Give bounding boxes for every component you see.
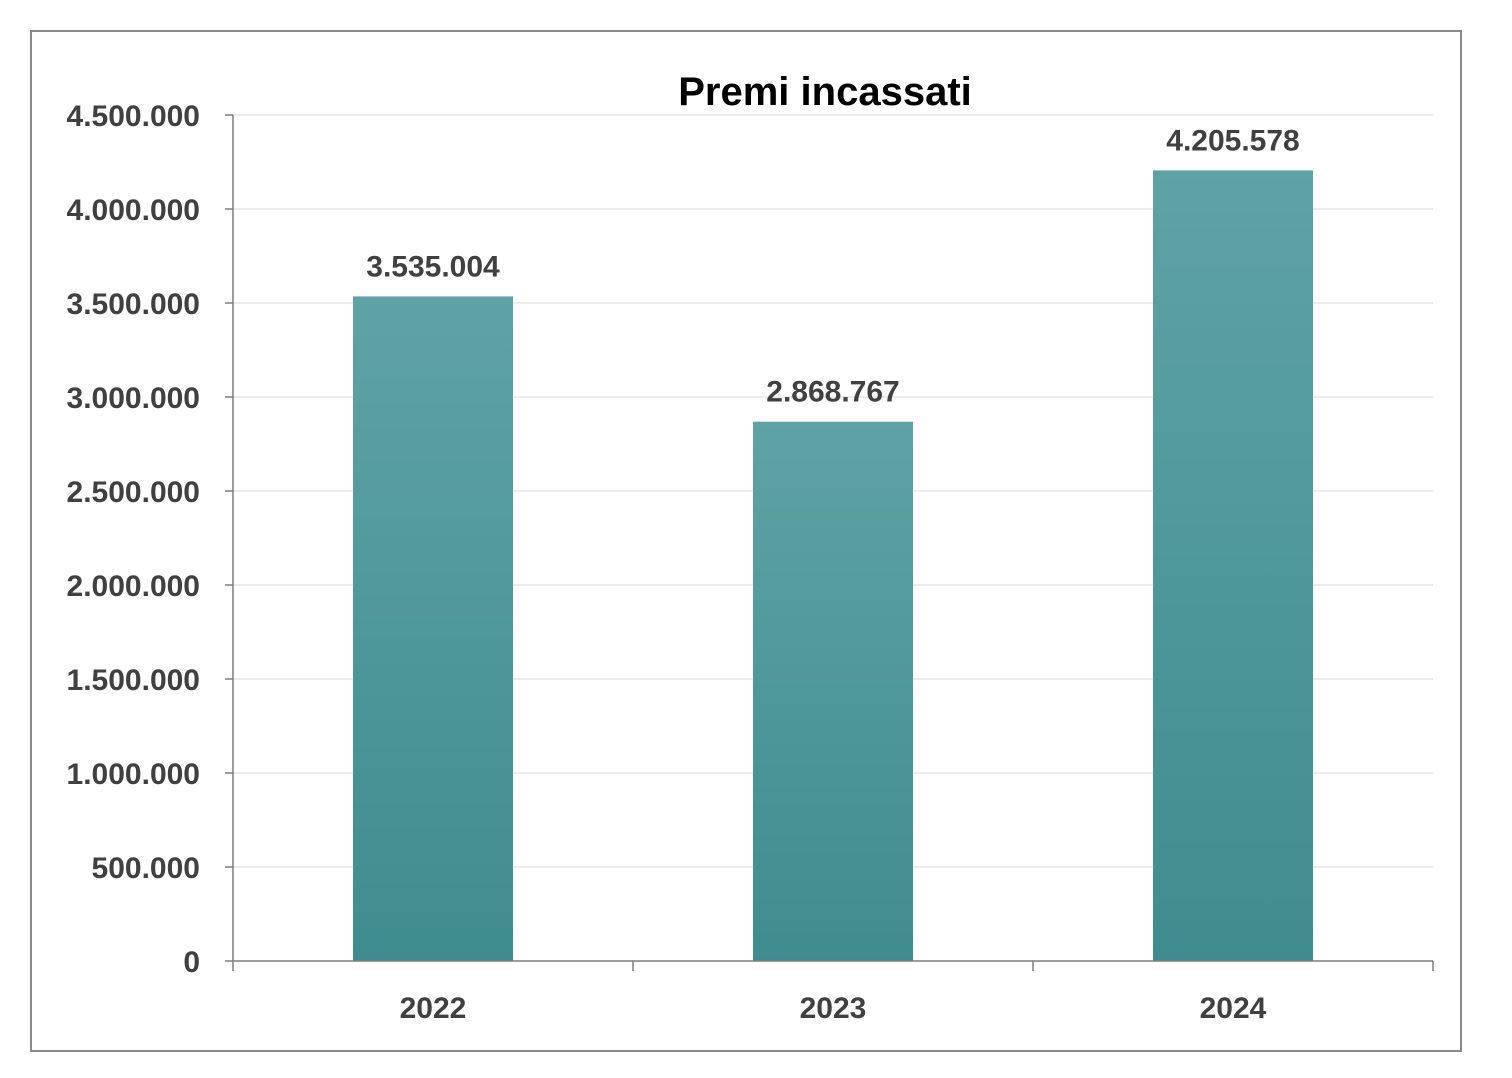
bar-2024 [1153,170,1313,962]
y-tick-label: 1.000.000 [67,758,200,791]
data-label-2023: 2.868.767 [766,376,899,409]
x-tick-label-2024: 2024 [1200,992,1267,1025]
x-tick-label-2022: 2022 [400,992,467,1025]
chart-title: Premi incassati [678,70,972,114]
y-tick-label: 2.500.000 [67,476,200,509]
labels: 0 500.000 1.000.000 1.500.000 2.000.000 2.500… [67,100,1300,1025]
data-label-2022: 3.535.004 [366,250,500,283]
y-tick-label: 0 [183,946,200,979]
y-tick-label: 4.000.000 [67,194,200,227]
x-tick-label-2023: 2023 [800,992,867,1025]
y-tick-label: 1.500.000 [67,664,200,697]
y-tick-label: 3.000.000 [67,382,200,415]
bar-2023 [753,421,913,961]
bars [353,170,1313,962]
y-tick-label: 4.500.000 [67,100,200,133]
axes [225,114,1434,971]
y-tick-label: 2.000.000 [67,570,200,603]
y-tick-label: 3.500.000 [67,288,200,321]
bar-2022 [353,296,513,961]
data-label-2024: 4.205.578 [1166,124,1299,157]
y-tick-label: 500.000 [92,852,200,885]
